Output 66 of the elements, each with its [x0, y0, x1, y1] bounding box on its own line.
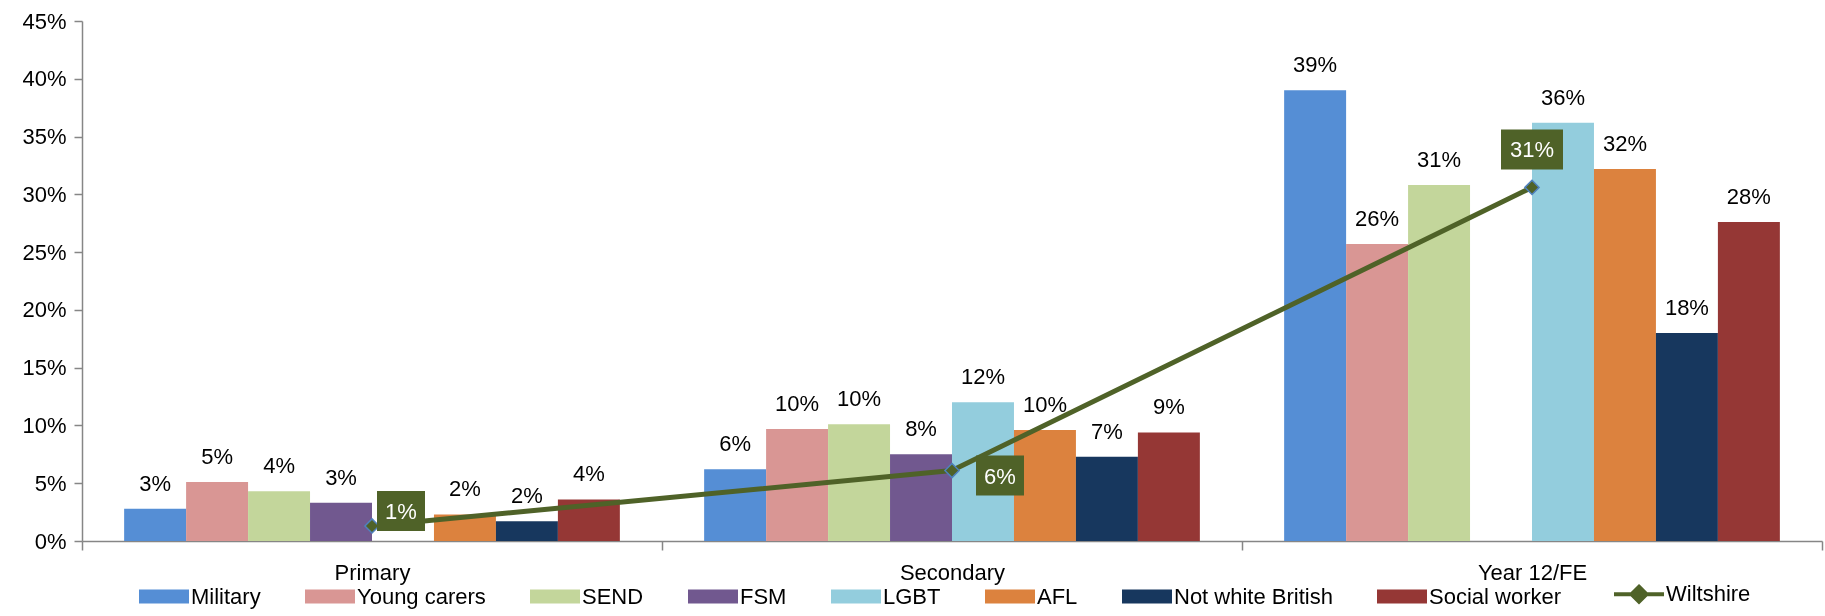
data-label: 2% — [449, 476, 481, 502]
data-label: 31% — [1417, 147, 1462, 173]
data-label: 1% — [385, 498, 417, 524]
data-label: 2% — [511, 483, 543, 509]
y-tick-label: 5% — [34, 470, 67, 496]
y-tick-label: 45% — [22, 8, 67, 34]
data-label: 6% — [719, 431, 752, 457]
bar — [1075, 456, 1138, 541]
y-tick-label: 25% — [22, 239, 67, 265]
data-label: 3% — [325, 464, 357, 490]
legend-label: Wiltshire — [1666, 581, 1751, 607]
data-label: 26% — [1355, 206, 1400, 232]
bar — [828, 424, 891, 541]
data-label: 7% — [1091, 418, 1123, 444]
data-label: 10% — [775, 390, 820, 416]
data-label: 12% — [960, 364, 1006, 390]
bar — [495, 521, 558, 541]
data-label: 3% — [139, 470, 172, 496]
legend-label: LGBT — [883, 583, 941, 609]
data-label: 28% — [1726, 184, 1771, 210]
bar — [1408, 185, 1471, 541]
bar — [186, 482, 249, 541]
x-tick-label: Primary — [334, 559, 411, 585]
bar — [310, 502, 372, 541]
y-tick-label: 10% — [22, 412, 67, 438]
data-label: 39% — [1293, 52, 1338, 78]
bar — [1717, 222, 1780, 541]
legend-label: SEND — [582, 583, 644, 609]
bar — [1284, 90, 1347, 541]
data-label: 8% — [905, 416, 937, 442]
data-label: 4% — [263, 453, 295, 479]
bar — [766, 428, 829, 541]
y-tick-label: 35% — [22, 124, 67, 150]
bar — [890, 454, 952, 541]
data-label: 10% — [837, 386, 882, 412]
data-label: 6% — [984, 463, 1016, 489]
legend-label: Not white British — [1174, 583, 1333, 609]
data-label: 36% — [1540, 84, 1586, 110]
legend-label: FSM — [740, 583, 787, 609]
y-tick-label: 30% — [22, 181, 67, 207]
point — [944, 462, 960, 479]
y-tick-label: 20% — [22, 297, 67, 323]
bar — [1013, 430, 1076, 541]
y-tick-label: 40% — [22, 66, 67, 92]
bar — [248, 491, 311, 541]
x-tick-label: Secondary — [899, 559, 1006, 585]
y-tick-label: 0% — [34, 528, 67, 554]
bar — [704, 469, 767, 541]
legend-label: AFL — [1037, 583, 1078, 609]
bar — [1137, 432, 1200, 541]
data-label: 10% — [1022, 392, 1067, 418]
data-label: 4% — [572, 461, 605, 487]
data-label: 18% — [1664, 295, 1709, 320]
data-label: 5% — [201, 444, 233, 470]
legend-label: Military — [191, 583, 261, 609]
x-tick-label: Year 12/FE — [1477, 559, 1588, 585]
bar — [1346, 244, 1409, 541]
bar — [1593, 168, 1656, 541]
data-label: 32% — [1602, 130, 1647, 156]
point — [1524, 179, 1540, 196]
data-label: 31% — [1509, 137, 1555, 163]
bar — [1655, 333, 1718, 541]
y-tick-label: 15% — [22, 355, 67, 381]
bar — [124, 508, 187, 541]
legend-label: Social worker — [1429, 583, 1562, 609]
data-label: 9% — [1152, 394, 1185, 420]
